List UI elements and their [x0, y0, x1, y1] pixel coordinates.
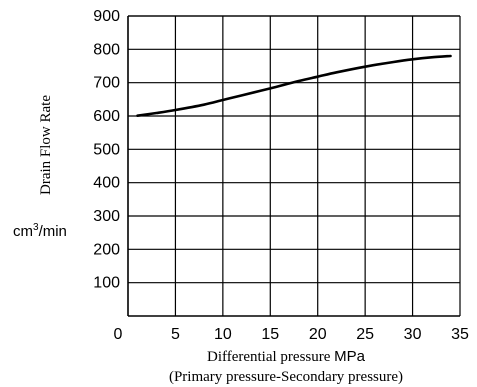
grid: [128, 15, 460, 316]
y-axis-unit: cm3/min: [13, 222, 67, 240]
x-axis-label-main: Differential pressure: [207, 349, 334, 365]
y-tick-label: 400: [93, 175, 120, 192]
x-tick-labels: 0 5 10 15 20 25 30 35: [114, 326, 469, 343]
y-unit-base: cm: [13, 223, 33, 240]
y-unit-tail: /min: [39, 223, 67, 240]
x-tick-label: 25: [356, 326, 374, 343]
series-line-drain-flow: [136, 54, 452, 117]
x-axis-sublabel: (Primary pressure-Secondary pressure): [169, 369, 403, 385]
y-tick-label: 900: [93, 8, 120, 25]
x-tick-label: 5: [171, 326, 180, 343]
y-tick-label: 300: [93, 208, 120, 225]
x-tick-label: 10: [214, 326, 232, 343]
plot-frame: [127, 15, 461, 317]
x-tick-label: 30: [404, 326, 422, 343]
y-tick-label: 600: [93, 108, 120, 125]
y-tick-label: 800: [93, 41, 120, 58]
x-tick-label: 15: [261, 326, 279, 343]
x-tick-label: 20: [309, 326, 327, 343]
y-tick-label: 100: [93, 275, 120, 292]
y-tick-label: 700: [93, 75, 120, 92]
y-unit-exponent: 3: [33, 222, 39, 233]
x-axis-label-unit: MPa: [334, 348, 366, 365]
y-tick-labels: 100 200 300 400 500 600 700 800 900: [93, 8, 120, 292]
y-axis-label: Drain Flow Rate: [38, 95, 54, 195]
x-tick-label: 0: [114, 326, 123, 343]
series-layer: [136, 54, 452, 117]
x-tick-label: 35: [451, 326, 469, 343]
y-tick-label: 500: [93, 141, 120, 158]
y-tick-label: 200: [93, 241, 120, 258]
x-axis-label: Differential pressure MPa: [207, 348, 366, 365]
